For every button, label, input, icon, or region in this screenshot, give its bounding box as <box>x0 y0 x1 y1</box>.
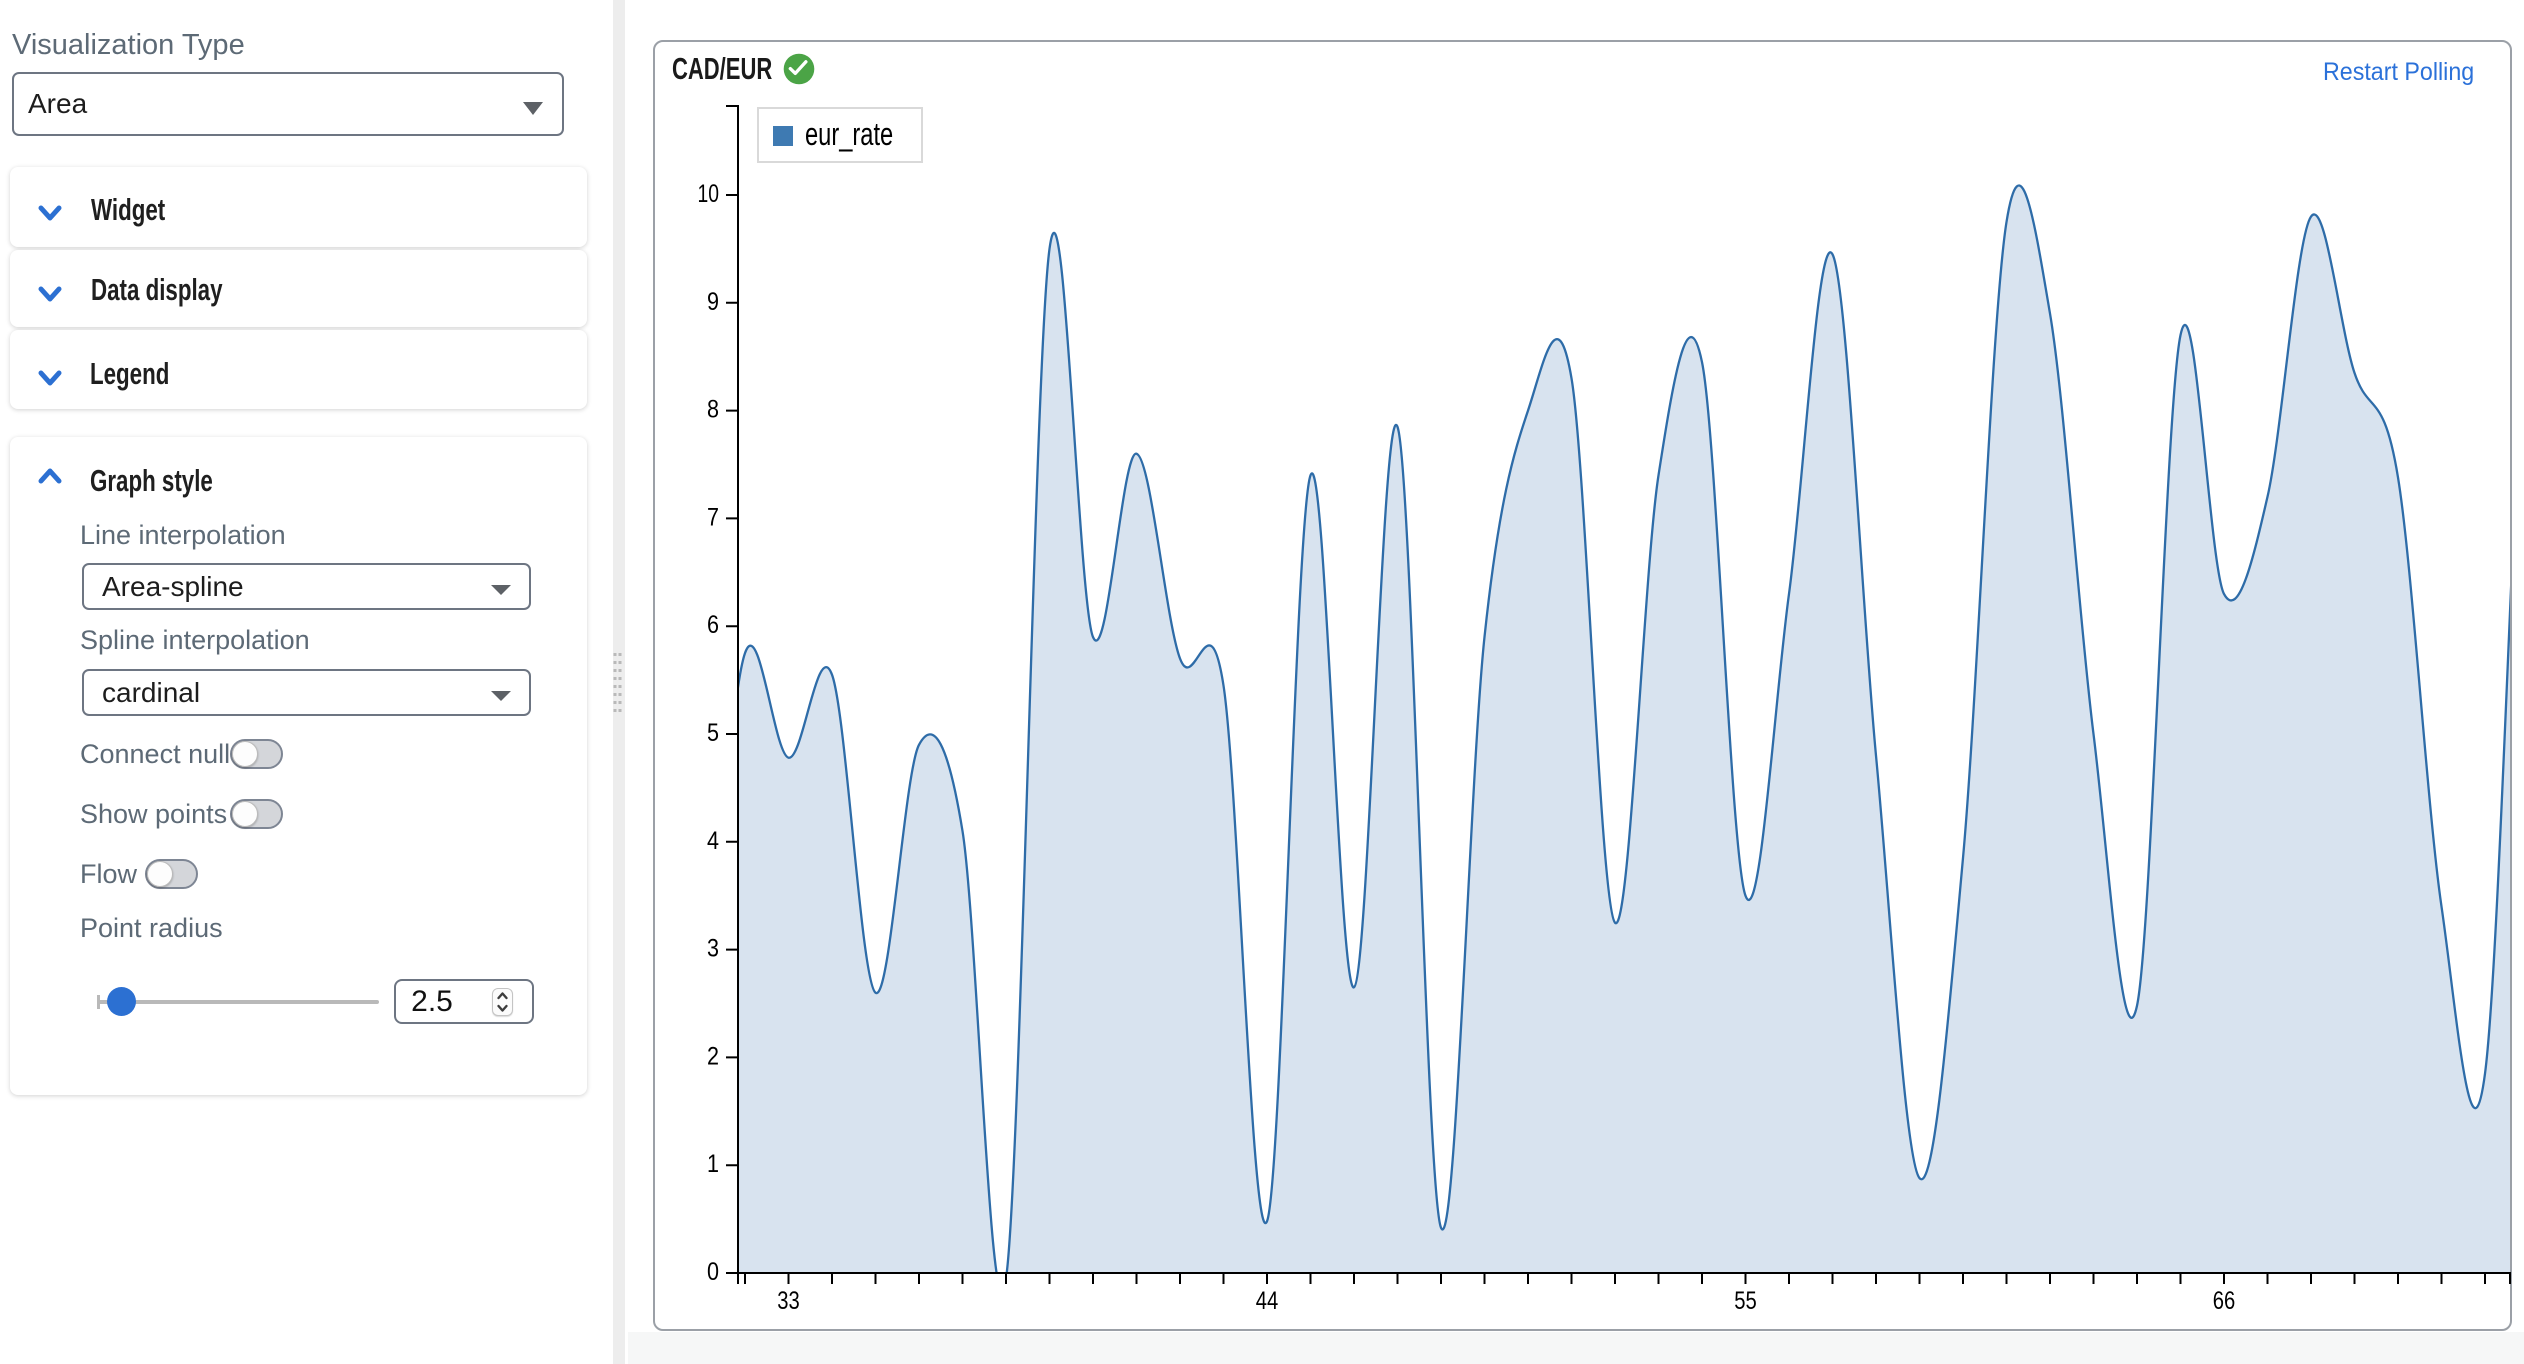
svg-text:6: 6 <box>707 611 719 639</box>
svg-text:44: 44 <box>1256 1287 1279 1315</box>
svg-text:10: 10 <box>698 180 720 208</box>
svg-text:3: 3 <box>707 935 719 963</box>
svg-text:5: 5 <box>707 719 719 747</box>
svg-text:8: 8 <box>707 396 719 424</box>
svg-text:9: 9 <box>707 288 719 316</box>
svg-text:1: 1 <box>707 1150 719 1178</box>
svg-text:7: 7 <box>707 503 719 531</box>
svg-text:0: 0 <box>707 1258 719 1286</box>
svg-text:4: 4 <box>707 827 719 855</box>
svg-text:66: 66 <box>2213 1287 2236 1315</box>
svg-text:2: 2 <box>707 1042 719 1070</box>
svg-text:55: 55 <box>1734 1287 1757 1315</box>
svg-text:33: 33 <box>777 1287 800 1315</box>
